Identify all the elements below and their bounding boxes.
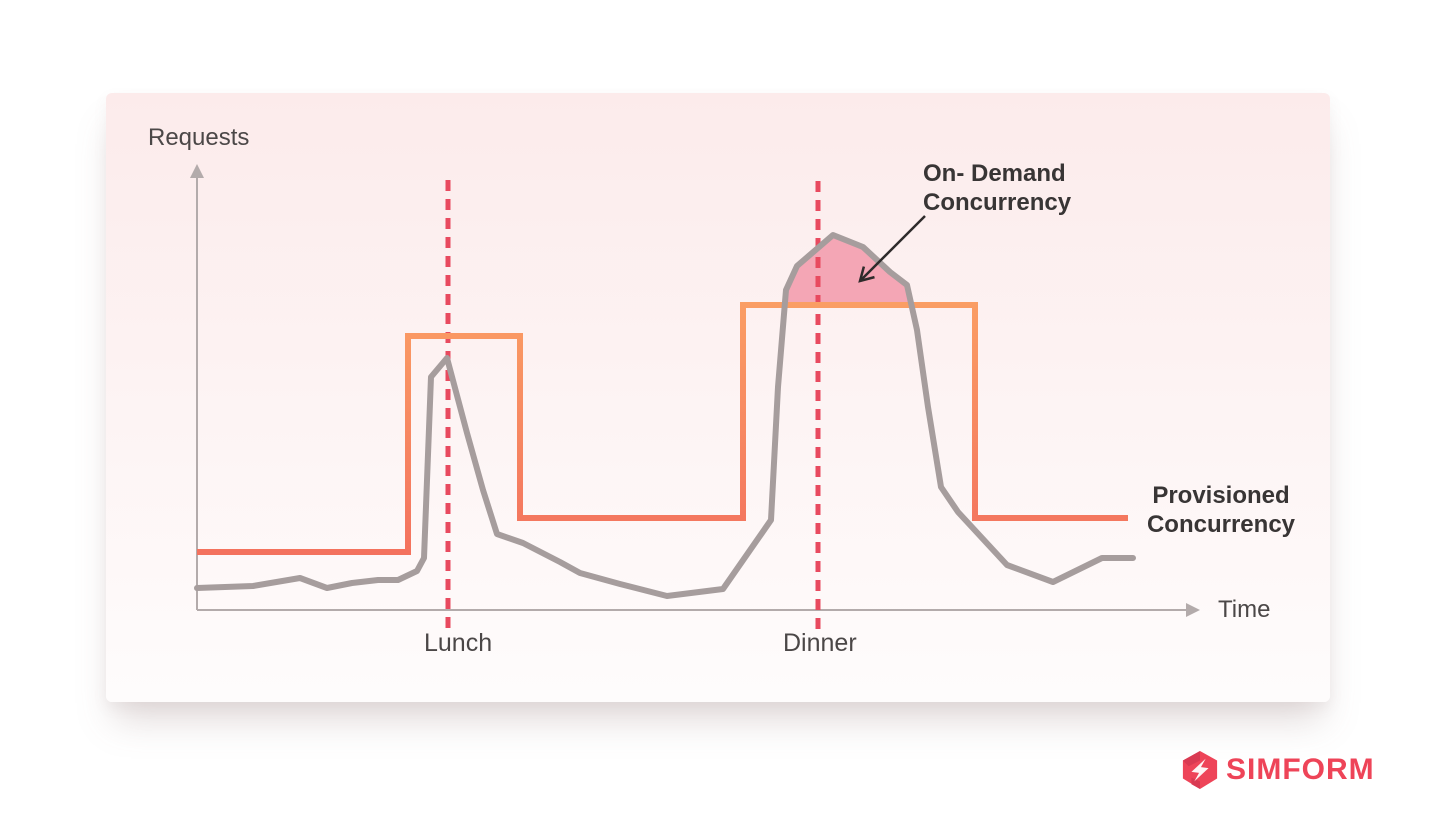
on-demand-annotation: On- Demand Concurrency (923, 159, 1071, 217)
x-axis-label: Time (1218, 596, 1271, 623)
provisioned-annotation-line2: Concurrency (1146, 511, 1296, 538)
y-axis-label: Requests (148, 124, 250, 151)
provisioned-annotation: Provisioned Concurrency (1140, 481, 1302, 539)
on-demand-annotation-line1: On- Demand (923, 160, 1066, 187)
lunch-tick-label: Lunch (424, 629, 493, 657)
provisioned-annotation-line1: Provisioned (1152, 482, 1290, 509)
on-demand-annotation-line2: Concurrency (923, 189, 1072, 216)
simform-logo-icon (1182, 751, 1218, 789)
dinner-tick-label: Dinner (783, 629, 857, 657)
simform-logo: SIMFORM (1181, 747, 1375, 793)
simform-wordmark: SIMFORM (1226, 753, 1375, 786)
figure-card (106, 93, 1330, 702)
